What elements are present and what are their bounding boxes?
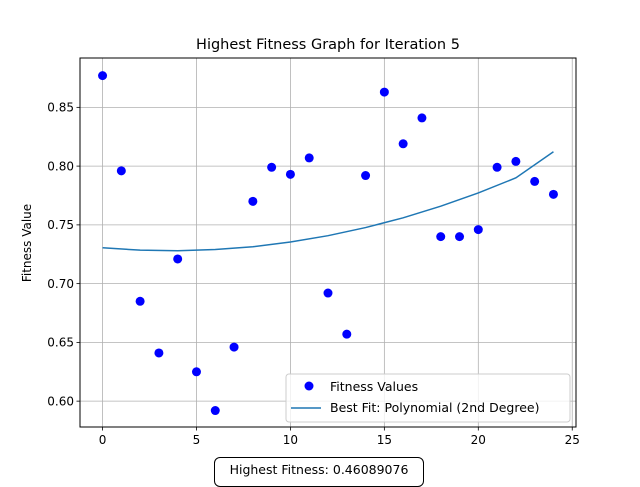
y-tick-label: 0.70 <box>47 277 74 291</box>
y-tick-label: 0.60 <box>47 394 74 408</box>
x-tick-label: 5 <box>193 433 201 447</box>
data-point <box>135 296 145 306</box>
x-tick-label: 10 <box>283 433 298 447</box>
y-tick-label: 0.80 <box>47 159 74 173</box>
x-tick-label: 25 <box>565 433 580 447</box>
data-point <box>191 367 201 377</box>
x-tick-label: 20 <box>471 433 486 447</box>
x-tick-label: 15 <box>377 433 392 447</box>
data-point <box>548 189 558 199</box>
fit-curve-line <box>102 151 554 252</box>
data-point <box>304 153 314 163</box>
data-point <box>417 113 427 123</box>
highest-fitness-box: Highest Fitness: 0.46089076 <box>214 457 424 487</box>
data-point <box>248 196 258 206</box>
data-point <box>98 71 108 81</box>
highest-fitness-label: Highest Fitness: 0.46089076 <box>229 462 409 477</box>
data-point <box>173 254 183 264</box>
data-point <box>154 348 164 358</box>
legend-marker-points <box>304 381 314 391</box>
data-point <box>398 139 408 149</box>
x-tick-label: 0 <box>99 433 107 447</box>
data-point <box>285 169 295 179</box>
y-tick-label: 0.85 <box>47 101 74 115</box>
points-layer <box>98 71 558 416</box>
data-point <box>342 329 352 339</box>
legend-label-points: Fitness Values <box>330 379 418 394</box>
data-point <box>323 288 333 298</box>
data-point <box>229 342 239 352</box>
data-point <box>455 232 465 242</box>
legend-frame <box>285 373 571 423</box>
y-tick-label: 0.65 <box>47 336 74 350</box>
grid <box>80 58 576 427</box>
data-point <box>379 87 389 97</box>
data-point <box>116 166 126 176</box>
data-point <box>267 162 277 172</box>
chart-title: Highest Fitness Graph for Iteration 5 <box>196 37 460 53</box>
fit-curve-layer <box>102 151 554 252</box>
data-point <box>436 232 446 242</box>
data-point <box>530 176 540 186</box>
data-point <box>210 406 220 416</box>
legend-label-curve: Best Fit: Polynomial (2nd Degree) <box>330 400 539 415</box>
data-point <box>361 171 371 181</box>
data-point <box>473 225 483 235</box>
y-axis-label: Fitness Value <box>20 204 34 282</box>
data-point <box>492 162 502 172</box>
plot-frame <box>79 57 577 428</box>
data-point <box>511 156 521 166</box>
legend: Fitness Values Best Fit: Polynomial (2nd… <box>285 373 571 423</box>
axis-ticks: 0 5 10 15 20 25 0.60 0.65 0.70 0.75 0.80 0.85 <box>47 101 580 447</box>
y-tick-label: 0.75 <box>47 218 74 232</box>
